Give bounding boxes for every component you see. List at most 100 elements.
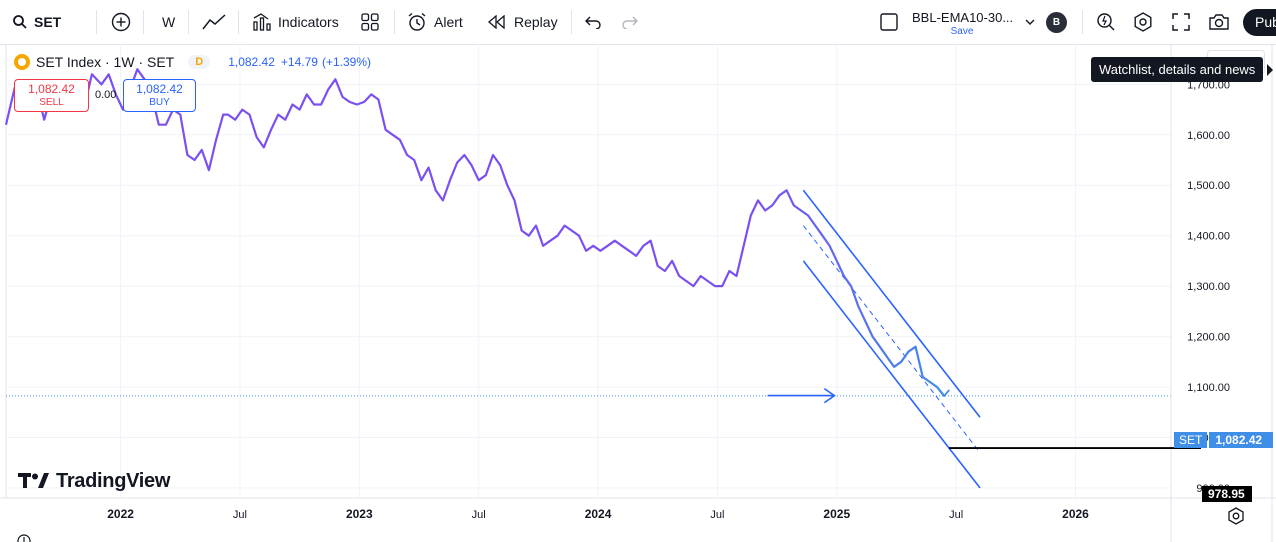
symbol-label: SET xyxy=(34,14,62,30)
symbol-price-tag[interactable]: SET 1,082.42 xyxy=(1174,432,1274,448)
top-toolbar: SET W Indicators Alert Replay BBL-EMA10-… xyxy=(0,0,1276,45)
gear-icon xyxy=(1228,507,1244,525)
price-tick-label: 1,500.00 xyxy=(1187,180,1230,192)
replay-label: Replay xyxy=(514,14,558,30)
legend-change: +14.79 xyxy=(280,55,318,69)
price-tick-label: 1,200.00 xyxy=(1187,332,1230,344)
spread-value: 0.00 xyxy=(95,89,117,101)
sell-button[interactable]: 1,082.42 SELL xyxy=(14,79,89,112)
chevron-down-icon xyxy=(1025,19,1035,25)
redo-button[interactable] xyxy=(621,0,639,44)
fullscreen-icon xyxy=(1172,13,1190,31)
chart-drawings[interactable] xyxy=(767,189,1201,489)
price-line xyxy=(4,68,946,397)
indicators-button[interactable]: Indicators xyxy=(252,0,339,44)
go-to-date-button[interactable] xyxy=(1228,507,1244,525)
alarm-clock-icon xyxy=(408,12,426,31)
sell-price: 1,082.42 xyxy=(28,82,75,96)
price-tick-label: 1,600.00 xyxy=(1187,130,1230,142)
publish-button[interactable]: Pub xyxy=(1243,9,1276,36)
toolbar-divider xyxy=(143,10,144,34)
redo-icon xyxy=(622,16,638,29)
toolbar-divider xyxy=(1082,10,1083,34)
settings-button[interactable] xyxy=(1133,0,1153,44)
price-tick-label: 1,100.00 xyxy=(1187,382,1230,394)
toolbar-divider xyxy=(96,10,97,34)
gear-hub xyxy=(1232,512,1240,520)
logo-inner xyxy=(18,58,26,66)
alert-button[interactable]: Alert xyxy=(407,0,463,44)
rewind-icon xyxy=(488,15,505,29)
layout-name-button[interactable]: BBL-EMA10-30... Save xyxy=(912,10,1022,38)
buy-price: 1,082.42 xyxy=(136,82,183,96)
buy-label: BUY xyxy=(149,97,170,108)
target-price-tag[interactable]: 978.95 xyxy=(1202,486,1252,502)
square-icon xyxy=(880,13,898,31)
time-axis[interactable]: 2022 Jul 2023 Jul 2024 Jul 2025 Jul 2026 xyxy=(107,507,1089,521)
line-chart-icon xyxy=(202,14,226,30)
add-pane-button[interactable] xyxy=(17,534,31,542)
price-tick-label: 1,700.00 xyxy=(1187,79,1230,91)
price-tick-label: 1,400.00 xyxy=(1187,231,1230,243)
channel-lower-line[interactable] xyxy=(802,260,981,489)
watermark-text: TradingView xyxy=(56,469,171,492)
undo-button[interactable] xyxy=(584,0,602,44)
time-tick-label: 2025 xyxy=(823,507,850,521)
time-tick-label: 2022 xyxy=(107,507,134,521)
search-icon xyxy=(13,15,27,29)
arrow-head xyxy=(823,387,836,404)
symbol-search-button[interactable]: SET xyxy=(12,0,61,44)
time-tick-label: Jul xyxy=(233,509,247,521)
price-series xyxy=(4,68,946,397)
add-circle-icon xyxy=(17,534,31,542)
tooltip-arrow xyxy=(1267,64,1273,76)
undo-icon xyxy=(585,16,601,29)
tradingview-logo-icon xyxy=(18,473,49,488)
camera-icon xyxy=(1209,14,1229,30)
compare-button[interactable] xyxy=(111,0,131,44)
interval-button[interactable]: W xyxy=(162,0,175,44)
toolbar-divider xyxy=(394,10,395,34)
price-tag-symbol: SET xyxy=(1174,432,1208,448)
chart-type-button[interactable] xyxy=(202,0,226,44)
avatar[interactable]: B xyxy=(1046,12,1067,33)
alert-label: Alert xyxy=(434,14,463,30)
time-tick-label: 2026 xyxy=(1062,507,1089,521)
time-tick-label: 2023 xyxy=(346,507,373,521)
time-tick-label: Jul xyxy=(472,509,486,521)
buy-button[interactable]: 1,082.42 BUY xyxy=(123,79,196,112)
chart-legend[interactable]: SET Index · 1W · SET D 1,082.42 +14.79 (… xyxy=(14,52,371,72)
indicators-icon xyxy=(253,13,271,31)
time-tick-label: 2024 xyxy=(585,507,612,521)
templates-button[interactable] xyxy=(361,0,379,44)
layout-name: BBL-EMA10-30... xyxy=(912,10,1014,25)
data-delay-badge[interactable]: D xyxy=(188,55,211,69)
price-chart[interactable]: 900.001,000.001,100.001,200.001,300.001,… xyxy=(0,44,1276,542)
quick-search-button[interactable] xyxy=(1096,0,1116,44)
channel-median-line[interactable] xyxy=(802,225,981,453)
grid-icon xyxy=(361,13,379,31)
chart-grid xyxy=(6,44,1171,498)
save-label: Save xyxy=(950,26,974,37)
tradingview-watermark[interactable]: TradingView xyxy=(18,469,170,493)
lightning-search-icon xyxy=(1097,13,1115,31)
price-tick-label: 1,300.00 xyxy=(1187,281,1230,293)
toolbar-divider xyxy=(238,10,239,34)
watchlist-tooltip: Watchlist, details and news xyxy=(1091,57,1264,82)
replay-button[interactable]: Replay xyxy=(488,0,558,44)
legend-title: SET Index · 1W · SET xyxy=(36,54,175,70)
layout-checkbox[interactable] xyxy=(880,0,898,44)
exchange-logo xyxy=(14,54,30,70)
toolbar-divider xyxy=(571,10,572,34)
sell-label: SELL xyxy=(39,97,64,108)
channel-upper-line[interactable] xyxy=(802,189,981,418)
layout-dropdown[interactable] xyxy=(1025,0,1035,44)
legend-change-percent: (+1.39%) xyxy=(321,55,371,69)
snapshot-button[interactable] xyxy=(1208,0,1230,44)
time-tick-label: Jul xyxy=(949,509,963,521)
price-tag-value: 1,082.42 xyxy=(1209,432,1274,448)
fullscreen-button[interactable] xyxy=(1172,0,1190,44)
toolbar-divider xyxy=(188,10,189,34)
time-tick-label: Jul xyxy=(710,509,724,521)
gear-icon xyxy=(1134,12,1152,32)
